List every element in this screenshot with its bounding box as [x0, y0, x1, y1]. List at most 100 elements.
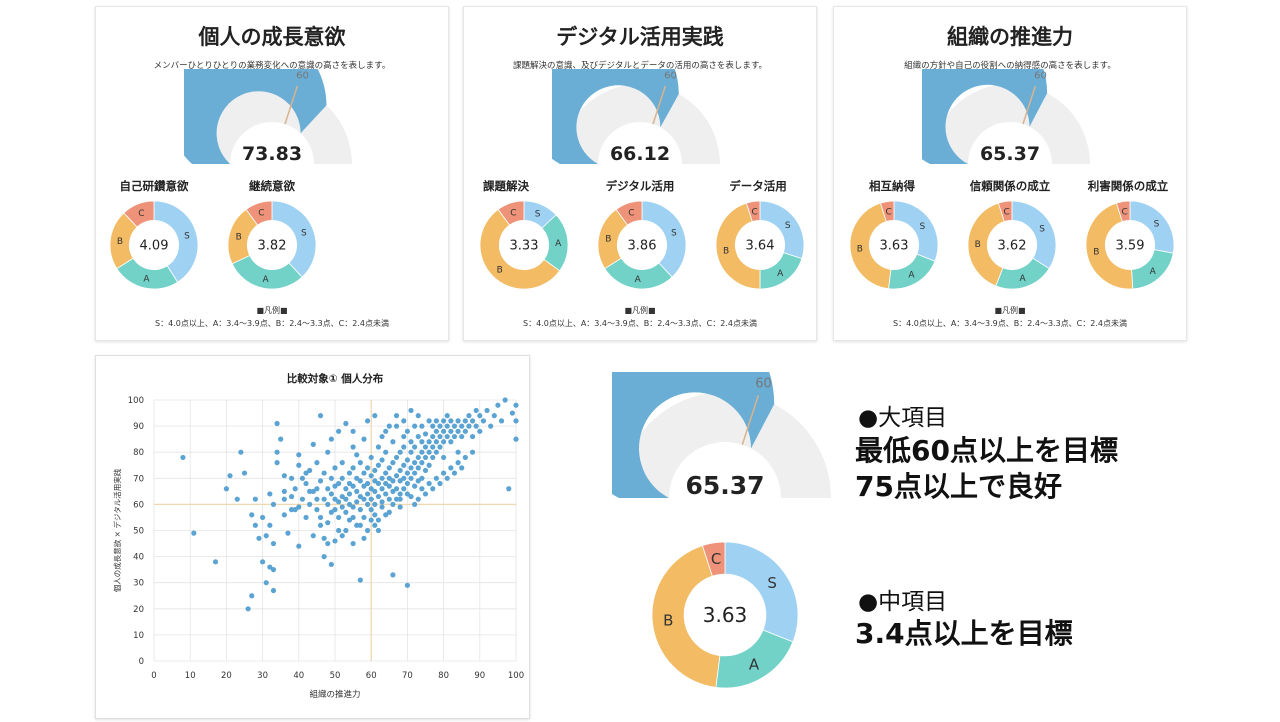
scatter-point [263, 580, 269, 586]
score-gauge: 60 73.83 [184, 69, 352, 165]
scatter-point [390, 488, 396, 494]
subitem-label: 利害関係の成立 [1087, 179, 1169, 193]
scatter-point [357, 478, 363, 484]
scatter-point [390, 572, 396, 578]
subitem-label: 相互納得 [869, 179, 915, 193]
donut-slice-label: B [857, 244, 863, 254]
donut-slice-label: S [535, 210, 541, 220]
target-label: 60 [296, 70, 309, 81]
scatter-point [346, 491, 353, 497]
scatter-point [364, 465, 371, 471]
featured-gauge: 60 65.37 [612, 372, 831, 500]
scatter-point [437, 444, 443, 450]
gauge-fill [612, 372, 775, 498]
scatter-point [296, 452, 302, 458]
scatter-point [361, 535, 367, 541]
scatter-point [303, 514, 309, 521]
subitem-donut: S A B C 3.86 [597, 200, 687, 290]
x-tick-label: 10 [185, 671, 196, 681]
donut-value: 3.64 [746, 239, 775, 254]
donut-slice-c [497, 200, 525, 226]
major-target-line: 最低60点以上を目標 [855, 434, 1118, 467]
scatter-point [314, 460, 320, 466]
donut-slice-label: B [497, 265, 503, 275]
donut-slice-label: S [767, 574, 777, 592]
scatter-point [361, 483, 367, 489]
scatter-point [412, 444, 418, 450]
scatter-point [364, 480, 371, 487]
scatter-point [469, 418, 476, 424]
scatter-point [267, 564, 273, 570]
y-tick-label: 100 [128, 396, 144, 406]
scatter-point [448, 465, 454, 471]
scatter-point [314, 486, 320, 492]
scatter-point [372, 501, 378, 507]
scatter-point [393, 413, 400, 419]
scatter-point [408, 475, 414, 481]
scatter-point [191, 530, 197, 536]
scatter-point [513, 402, 519, 408]
scatter-point [422, 454, 429, 461]
scatter-point [498, 418, 505, 424]
scatter-point [404, 428, 410, 434]
y-tick-label: 70 [133, 474, 144, 484]
scatter-point [426, 439, 432, 445]
scatter-point [401, 462, 407, 468]
scatter-point [477, 413, 483, 419]
scatter-point [317, 478, 324, 484]
y-tick-label: 60 [133, 500, 144, 510]
donut-slice-c [123, 200, 155, 228]
scatter-point [336, 527, 342, 534]
donut-slice-label: S [1154, 219, 1160, 229]
donut-slice-label: C [1121, 207, 1127, 217]
scatter-point [375, 493, 382, 500]
x-tick-label: 0 [151, 671, 156, 681]
scatter-point [477, 428, 483, 434]
donut-slice-label: S [785, 221, 791, 231]
donut-slice-label: A [1150, 267, 1157, 277]
x-tick-label: 50 [330, 671, 341, 681]
scatter-point [408, 493, 414, 500]
donut-slice-label: A [635, 275, 642, 285]
scatter-point [386, 475, 392, 481]
scatter-point [321, 535, 327, 541]
scatter-point [234, 496, 240, 502]
scatter-point [455, 428, 461, 434]
scatter-point [372, 522, 378, 528]
gauge-track [930, 84, 1090, 164]
target-label: 60 [755, 377, 772, 392]
scatter-point [281, 473, 287, 479]
scatter-point [404, 480, 410, 487]
scatter-point [364, 418, 371, 424]
scatter-point [466, 413, 472, 419]
scatter-point [357, 577, 363, 583]
donut-slice-label: B [723, 247, 729, 257]
scatter-point [372, 478, 378, 484]
donut-slice-label: B [975, 240, 981, 250]
scatter-point [419, 486, 425, 492]
donut-value: 3.59 [1116, 239, 1145, 254]
donut-slice-label: S [920, 222, 926, 232]
donut-slice-c [1115, 200, 1131, 223]
scatter-point [397, 449, 403, 455]
scatter-point [368, 486, 374, 492]
scatter-point [336, 480, 342, 487]
legend: ■凡例■ S：4.0点以上、A：3.4〜3.9点、B：2.4〜3.3点、C：2.… [96, 304, 448, 330]
target-marker [1022, 85, 1037, 125]
scatter-point [212, 559, 219, 565]
panel-title: 組織の推進力 [947, 25, 1073, 49]
mid-heading: ●中項目 [858, 589, 948, 615]
scatter-point [343, 527, 349, 534]
scatter-point [430, 454, 436, 461]
scatter-point [386, 496, 392, 502]
donut-slice-c [701, 541, 726, 577]
target-label: 60 [1034, 70, 1047, 81]
x-axis-label: 組織の推進力 [309, 689, 360, 700]
scatter-point [274, 460, 280, 466]
donut-slice-b [849, 202, 892, 290]
scatter-point [303, 480, 309, 487]
scatter-point [469, 433, 476, 440]
scatter-point [379, 433, 385, 440]
donut-slice-label: A [777, 269, 784, 279]
scatter-point [227, 473, 233, 479]
